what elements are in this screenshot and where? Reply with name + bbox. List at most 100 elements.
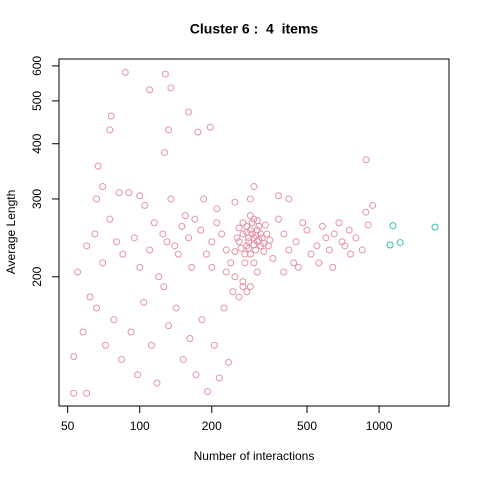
point: [167, 84, 175, 92]
point: [119, 250, 127, 258]
point: [245, 244, 253, 252]
point: [220, 304, 228, 312]
point: [307, 250, 315, 258]
point: [280, 268, 288, 276]
point: [246, 195, 254, 203]
point: [389, 222, 397, 230]
point: [110, 316, 118, 324]
y-tick-label: 600: [30, 56, 44, 76]
point: [153, 379, 161, 387]
point: [218, 230, 226, 238]
point: [386, 241, 394, 249]
y-tick-label: 200: [30, 266, 44, 286]
point: [186, 334, 194, 342]
x-tick-label: 500: [297, 419, 317, 433]
point: [285, 246, 293, 254]
point: [192, 371, 200, 379]
point: [185, 234, 193, 242]
point: [335, 219, 343, 227]
point: [106, 215, 114, 223]
point: [253, 217, 261, 225]
point: [246, 283, 254, 291]
point: [181, 212, 189, 220]
point: [197, 226, 205, 234]
point: [243, 288, 251, 296]
point: [188, 263, 196, 271]
point: [225, 358, 233, 366]
point: [255, 236, 263, 244]
point: [264, 242, 272, 250]
point: [127, 328, 135, 336]
point: [125, 189, 133, 197]
x-tick-label: 100: [130, 419, 150, 433]
point: [204, 388, 212, 396]
point: [161, 70, 169, 78]
point: [338, 238, 346, 246]
point: [329, 263, 337, 271]
point: [115, 189, 123, 197]
point: [239, 283, 247, 291]
point: [172, 304, 180, 312]
point: [285, 195, 293, 203]
point: [243, 228, 251, 236]
point: [255, 222, 263, 230]
point: [178, 222, 186, 230]
point: [150, 219, 158, 227]
point: [118, 355, 126, 363]
point: [130, 234, 138, 242]
point: [113, 238, 121, 246]
point: [215, 374, 223, 382]
point: [261, 221, 269, 229]
point: [222, 268, 230, 276]
point: [235, 293, 243, 301]
point: [83, 242, 91, 250]
y-tick-label: 300: [30, 189, 44, 209]
point: [341, 242, 349, 250]
point: [352, 234, 360, 242]
point: [235, 238, 243, 246]
point: [159, 230, 167, 238]
point: [163, 238, 171, 246]
point: [83, 389, 91, 397]
point: [290, 259, 298, 267]
point: [136, 192, 144, 200]
point: [250, 241, 258, 249]
point: [253, 268, 261, 276]
point: [347, 250, 355, 258]
point: [165, 322, 173, 330]
point: [231, 198, 239, 206]
point: [141, 201, 149, 209]
point: [146, 246, 154, 254]
point: [179, 355, 187, 363]
point: [79, 328, 87, 336]
point: [396, 239, 404, 247]
point: [269, 254, 277, 262]
point: [325, 246, 333, 254]
point: [102, 341, 110, 349]
point: [206, 123, 214, 131]
point: [136, 263, 144, 271]
point: [140, 298, 148, 306]
point: [239, 278, 247, 286]
y-tick-label: 500: [30, 91, 44, 111]
point: [99, 183, 107, 191]
point: [210, 341, 218, 349]
point: [237, 244, 245, 252]
point: [208, 238, 216, 246]
point: [155, 273, 163, 281]
point: [191, 215, 199, 223]
point: [250, 183, 258, 191]
point: [294, 263, 302, 271]
point: [86, 293, 94, 301]
y-axis-label: Average Length: [4, 190, 18, 275]
point: [330, 230, 338, 238]
point: [174, 250, 182, 258]
point: [167, 195, 175, 203]
point: [202, 250, 210, 258]
point: [231, 273, 239, 281]
point: [171, 242, 179, 250]
point: [245, 238, 253, 246]
point: [246, 226, 254, 234]
x-tick-label: 1000: [366, 419, 393, 433]
